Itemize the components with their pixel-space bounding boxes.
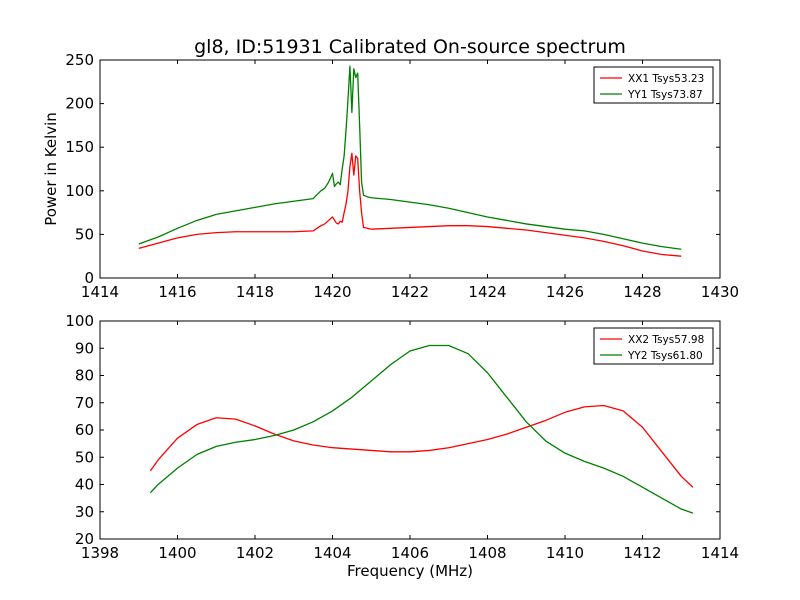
x-tick-label: 1416 [158,283,196,301]
x-tick-label: 1410 [546,544,584,562]
x-tick-label: 1424 [468,283,506,301]
y-tick-label: 30 [75,503,94,521]
x-axis-label: Frequency (MHz) [347,562,473,580]
x-tick-label: 1408 [468,544,506,562]
series-line-xx [149,404,694,488]
x-tick-label: 1426 [546,283,584,301]
x-tick-label: 1398 [81,544,119,562]
y-tick-label: 0 [84,269,94,287]
y-tick-label: 50 [75,225,94,243]
x-tick-label: 1414 [701,544,739,562]
legend-frame [593,327,714,365]
series-line-xx [138,152,682,257]
top-subplot: 1414 1416 1418 1420 1422 1424 1426 1428 1430 0 50 1… [42,51,739,301]
x-tick-label: 1428 [623,283,661,301]
x-tick-label: 1422 [391,283,429,301]
y-tick-label: 100 [65,312,94,330]
y-tick-label: 70 [75,394,94,412]
series-line-yy [149,344,694,514]
y-tick-label: 40 [75,476,94,494]
y-tick-label: 250 [65,51,94,69]
x-tick-label: 1420 [313,283,351,301]
bottom-subplot: 1398 1400 1402 1404 1406 1408 1410 1412 1414 20 30… [65,312,739,580]
y-tick-label: 50 [75,448,94,466]
y-tick-label: 150 [65,138,94,156]
legend-label-xx: XX2 Tsys57.98 [628,334,704,346]
x-tick-label: 1400 [158,544,196,562]
x-tick-label: 1418 [236,283,274,301]
y-tick-label: 60 [75,421,94,439]
figure-title: gl8, ID:51931 Calibrated On-source spect… [194,36,626,58]
x-tick-label: 1430 [701,283,739,301]
x-tick-label: 1406 [391,544,429,562]
legend-frame [593,66,714,104]
y-tick-label: 200 [65,95,94,113]
y-tick-label: 100 [65,182,94,200]
legend: XX2 Tsys57.98 YY2 Tsys61.80 [593,327,714,365]
y-axis-label: Power in Kelvin [42,112,60,226]
legend-label-yy: YY2 Tsys61.80 [627,350,703,362]
y-tick-label: 20 [75,530,94,548]
x-tick-label: 1412 [623,544,661,562]
series-line-yy [138,65,682,250]
x-tick-label: 1404 [313,544,351,562]
y-tick-label: 80 [75,367,94,385]
x-tick-label: 1402 [236,544,274,562]
legend: XX1 Tsys53.23 YY1 Tsys73.87 [593,66,714,104]
x-tick-label: 1414 [81,283,119,301]
legend-label-xx: XX1 Tsys53.23 [628,73,704,85]
y-tick-label: 90 [75,339,94,357]
legend-label-yy: YY1 Tsys73.87 [627,89,703,101]
